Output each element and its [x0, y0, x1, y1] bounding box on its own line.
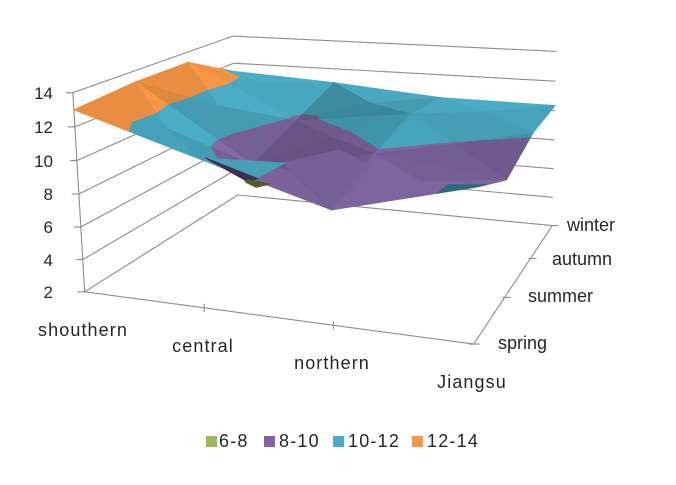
svg-text:autumn: autumn	[552, 249, 612, 269]
svg-text:12: 12	[34, 118, 53, 137]
svg-text:10-12: 10-12	[348, 431, 400, 451]
svg-text:14: 14	[34, 84, 53, 103]
svg-text:6-8: 6-8	[219, 431, 249, 451]
svg-text:central: central	[172, 336, 234, 356]
svg-text:Jiangsu: Jiangsu	[437, 372, 507, 392]
svg-text:8: 8	[44, 185, 53, 204]
svg-text:shouthern: shouthern	[38, 320, 128, 340]
svg-text:10: 10	[34, 152, 53, 171]
svg-text:summer: summer	[528, 286, 593, 306]
svg-text:8-10: 8-10	[279, 431, 320, 451]
svg-text:4: 4	[44, 251, 53, 270]
svg-text:northern: northern	[294, 353, 370, 373]
svg-text:spring: spring	[498, 333, 547, 353]
svg-text:6: 6	[44, 218, 53, 237]
svg-text:winter: winter	[566, 215, 615, 235]
svg-text:2: 2	[44, 283, 53, 302]
svg-text:12-14: 12-14	[427, 431, 479, 451]
